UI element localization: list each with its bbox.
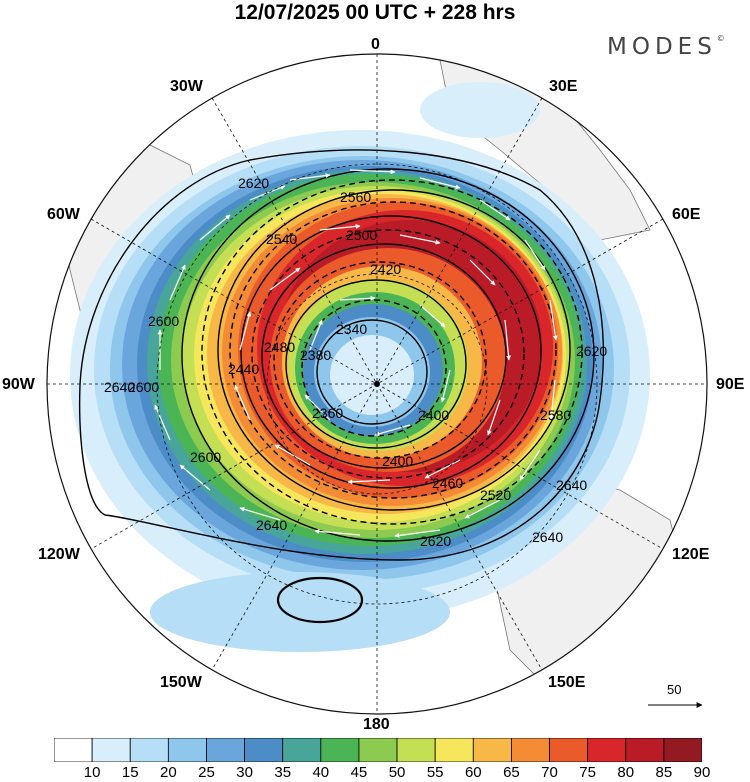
lon-label-120e: 120E <box>672 546 710 563</box>
colorbar-swatch <box>54 738 93 762</box>
colorbar-swatch <box>206 738 245 762</box>
lon-label-0: 0 <box>371 36 380 53</box>
colorbar-swatch <box>91 738 131 762</box>
contour-label: 2640 <box>256 517 287 533</box>
lon-label-60e: 60E <box>672 206 701 223</box>
map-boundary <box>46 53 708 715</box>
contour-label: 2620 <box>238 175 269 191</box>
contour-label: 2600 <box>148 313 179 329</box>
colorbar-swatch <box>282 738 322 762</box>
colorbar-tick-label: 35 <box>274 764 292 781</box>
colorbar-tick-label: 65 <box>503 764 520 781</box>
contour-labels: 2340 2360 2380 2400 2420 2440 2460 2480 2500 2520… <box>104 175 607 549</box>
contour-label: 2340 <box>336 321 367 337</box>
colorbar-tick-label: 25 <box>198 764 215 781</box>
colorbar-tick-label: 90 <box>693 764 711 781</box>
height-contours <box>78 149 605 624</box>
brand-name: MODES <box>607 34 717 60</box>
contour-label: 2440 <box>228 361 259 377</box>
map-title: 12/07/2025 00 UTC + 228 hrs <box>234 1 516 24</box>
colorbar-tick-label: 70 <box>541 764 558 781</box>
contour-label: 2640 <box>532 529 563 545</box>
brand-mark: © <box>716 34 725 43</box>
colorbar-swatch <box>434 738 474 762</box>
contour-label: 2400 <box>418 407 449 423</box>
lon-label-30e: 30E <box>549 78 578 95</box>
colorbar-tick-label: 55 <box>426 764 444 781</box>
colorbar-swatch <box>244 738 284 762</box>
colorbar-tick-label: 60 <box>464 764 482 781</box>
lon-label-120w: 120W <box>38 546 80 563</box>
colorbar-swatch <box>587 738 627 762</box>
contour-label: 2640 <box>556 477 587 493</box>
colorbar-tick-label: 20 <box>160 764 177 781</box>
contour-label: 2360 <box>312 405 343 421</box>
colorbar-tick-label: 15 <box>121 764 139 781</box>
colorbar-tick-label: 85 <box>655 764 673 781</box>
lon-label-150w: 150W <box>160 674 202 691</box>
lon-label-150e: 150E <box>548 674 586 691</box>
brand-logo: MODES© <box>607 34 725 60</box>
contour-label: 2400 <box>382 453 413 469</box>
colorbar-swatch <box>358 738 398 762</box>
lon-label-90w: 90W <box>2 376 35 393</box>
colorbar-swatch <box>396 738 436 762</box>
colorbar-tick-label: 40 <box>312 764 330 781</box>
colorbar-swatch <box>472 738 512 762</box>
lon-label-60w: 60W <box>47 206 80 223</box>
lon-label-90e: 90E <box>716 376 745 393</box>
speed-north-patch <box>420 82 540 138</box>
contour-label: 2500 <box>346 227 377 243</box>
contour-label: 2580 <box>540 407 571 423</box>
contour-label: 2620 <box>576 343 607 359</box>
contour-label: 2600 <box>190 449 221 465</box>
vector-reference-arrow <box>648 702 703 708</box>
wind-vectors <box>154 169 558 538</box>
contour-label: 2600 <box>128 379 159 395</box>
colorbar-swatch <box>320 738 360 762</box>
contour-label: 2560 <box>340 189 371 205</box>
colorbar-tick-label: 10 <box>83 764 101 781</box>
contour-label: 2640 <box>104 379 135 395</box>
colorbar-swatch <box>129 738 169 762</box>
contour-label: 2420 <box>370 261 401 277</box>
colorbar-swatch <box>167 738 207 762</box>
colorbar-tick-label: 30 <box>236 764 253 781</box>
colorbar-tick-label: 45 <box>350 764 368 781</box>
colorbar-tick-label: 50 <box>388 764 406 781</box>
vector-reference-label: 50 <box>667 682 682 697</box>
colorbar-tick-label: 80 <box>617 764 635 781</box>
contour-label: 2520 <box>480 487 511 503</box>
contour-label: 2460 <box>432 475 463 491</box>
contour-label: 2620 <box>420 533 451 549</box>
contour-label: 2380 <box>300 347 331 363</box>
colorbar-tick-label: 75 <box>579 764 596 781</box>
contour-label: 2480 <box>264 339 295 355</box>
polar-map: 2340 2360 2380 2400 2420 2440 2460 2480 2500 2520… <box>46 53 708 715</box>
colorbar-swatch <box>549 738 589 762</box>
lon-label-30w: 30W <box>170 78 203 95</box>
contour-label: 2540 <box>266 231 297 247</box>
colorbar <box>54 738 702 762</box>
speed-south-patch <box>150 572 450 652</box>
colorbar-swatch <box>625 738 665 762</box>
colorbar-swatch <box>511 738 550 762</box>
lon-label-180: 180 <box>363 716 390 733</box>
pole-marker <box>374 381 380 387</box>
colorbar-swatch <box>663 738 702 762</box>
